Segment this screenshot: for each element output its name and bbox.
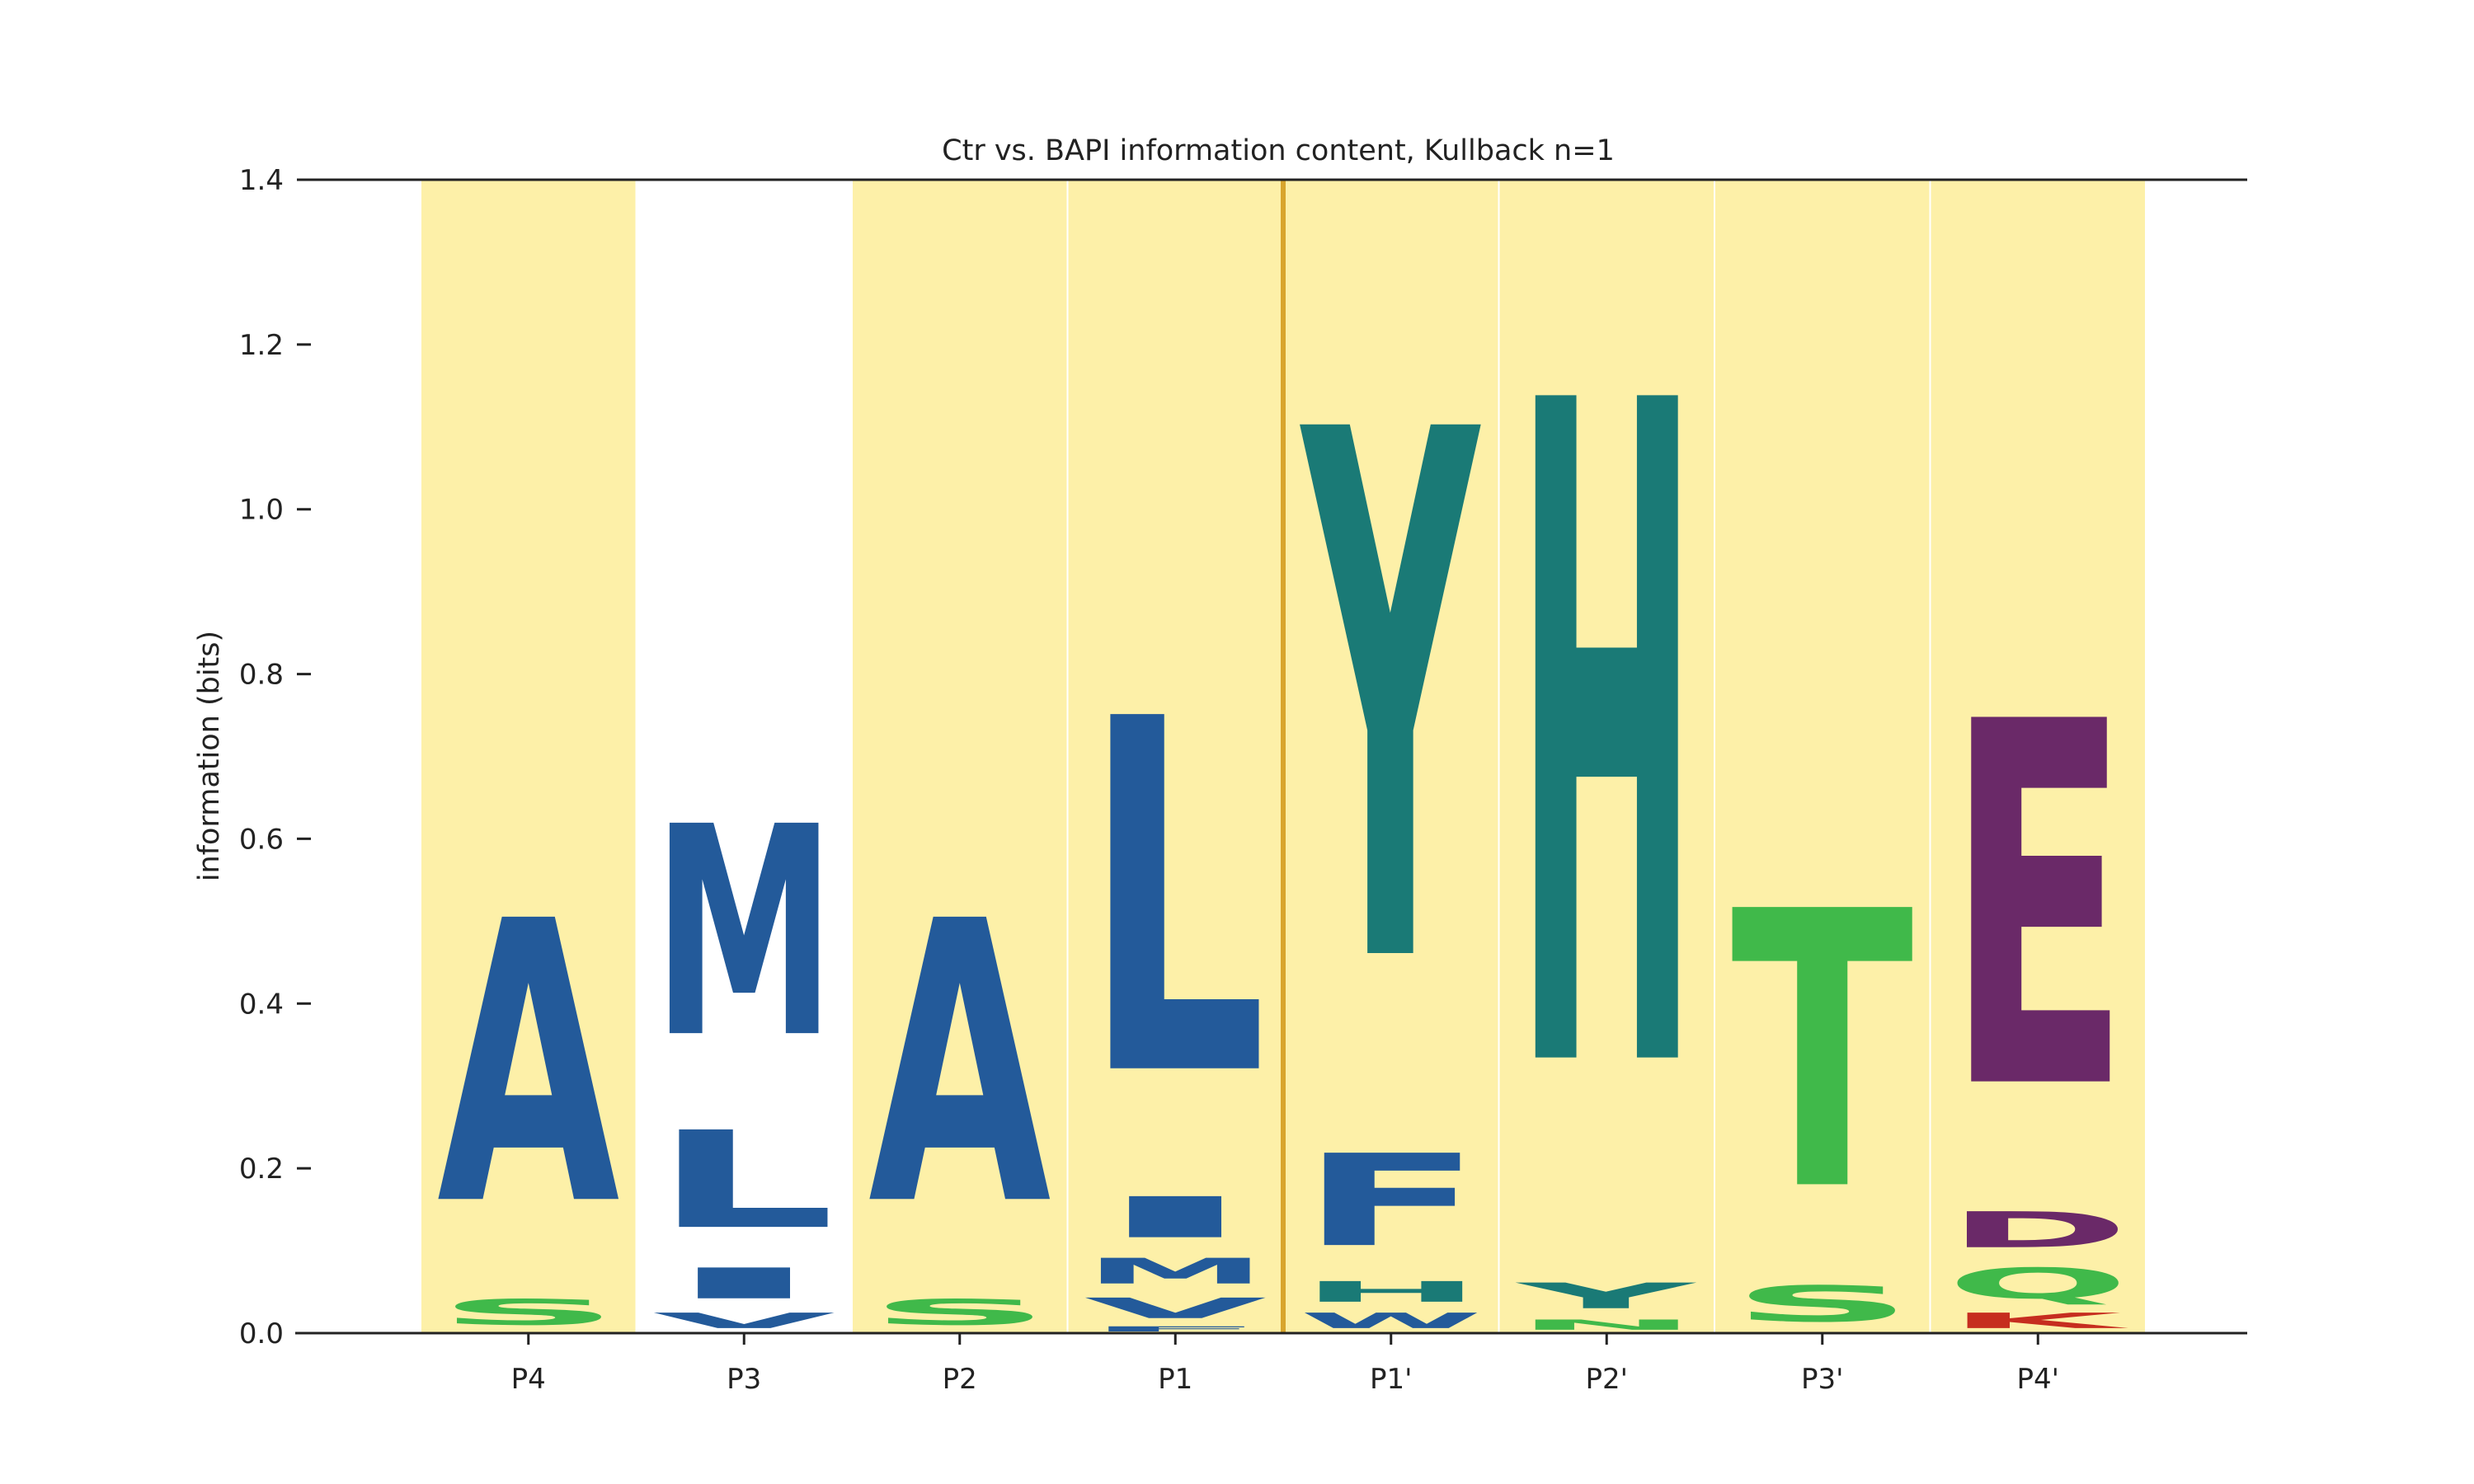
logo-letter-Q-P4': Q (1947, 1260, 2129, 1308)
logo-letter-W-P1': W (1300, 1308, 1482, 1333)
logo-letter-A-P2: A (868, 839, 1053, 1290)
highlight-P4' (1931, 180, 2145, 1333)
logo-letter-A-P4: A (437, 839, 622, 1290)
x-tick-label-P2: P2 (943, 1363, 977, 1396)
logo-letter-I-P1: I (1084, 1185, 1267, 1251)
logo-letter-F-P1': F (1300, 1127, 1482, 1275)
logo-letter-M-P3: M (653, 767, 835, 1102)
y-tick-label: 1.2 (239, 329, 284, 362)
logo-letter-V-P3: V (653, 1308, 835, 1333)
chart-title: Ctr vs. BAPI information content, Kullba… (942, 134, 1615, 167)
y-tick-label: 0.6 (239, 823, 284, 856)
logo-letter-N-P2': N (1516, 1317, 1698, 1333)
y-tick-label: 0.2 (239, 1153, 284, 1186)
y-tick-label: 1.0 (239, 494, 284, 527)
y-tick-label: 0.0 (239, 1317, 284, 1350)
highlight-P1 (1068, 180, 1282, 1333)
logo-letter-I-P3: I (653, 1259, 835, 1308)
highlight-P2' (1499, 180, 1714, 1333)
x-tick-label-P4': P4' (2017, 1363, 2059, 1396)
logo-letter-L-P3: L (653, 1102, 835, 1258)
logo-letter-M-P1: M (1084, 1251, 1267, 1292)
logo-letter-F-P1: F (1084, 1325, 1267, 1333)
logo-letter-V-P1: V (1084, 1292, 1267, 1325)
logo-letter-Y-P2': Y (1514, 1275, 1696, 1317)
axes (295, 178, 2247, 1335)
logo-letter-S-P2: S (868, 1292, 1051, 1333)
y-tick-label: 0.8 (239, 659, 284, 692)
x-tick-label-P1': P1' (1370, 1363, 1412, 1396)
logo-letter-S-P3': S (1731, 1275, 1913, 1333)
y-tick-label: 1.4 (239, 164, 284, 197)
logo-letter-S-P4: S (437, 1292, 619, 1333)
x-tick-label-P3: P3 (727, 1363, 761, 1396)
x-tick-label-P2': P2' (1586, 1363, 1628, 1396)
x-axis-ticks: P4 P3 P2 P1 P1' P2' P3' P4' (511, 1333, 2059, 1396)
y-axis-label: information (bits) (193, 631, 226, 881)
highlight-P3' (1715, 180, 1930, 1333)
logo-letter-K-P4': K (1947, 1308, 2129, 1333)
highlight-P4 (421, 180, 636, 1333)
y-tick-label: 0.4 (239, 988, 284, 1021)
x-tick-label-P4: P4 (511, 1363, 546, 1396)
logo-letter-H-P2': H (1516, 214, 1698, 1272)
logo-letter-Y-P1': Y (1298, 280, 1480, 1125)
logo-letter-L-P1: L (1084, 618, 1267, 1184)
y-axis-ticks: 0.0 0.2 0.4 0.6 0.8 1.0 1.2 1.4 (239, 164, 311, 1350)
x-tick-label-P1: P1 (1158, 1363, 1192, 1396)
x-tick-label-P3': P3' (1801, 1363, 1843, 1396)
highlight-P1' (1284, 180, 1498, 1333)
position-highlight-layer (421, 180, 2145, 1333)
logo-letter-T-P3': T (1731, 833, 1915, 1275)
logo-letter-H-P1': H (1300, 1275, 1482, 1308)
highlight-P2 (853, 180, 1067, 1333)
logo-letter-E-P4': E (1947, 618, 2129, 1200)
logo-letter-D-P4': D (1947, 1201, 2129, 1259)
